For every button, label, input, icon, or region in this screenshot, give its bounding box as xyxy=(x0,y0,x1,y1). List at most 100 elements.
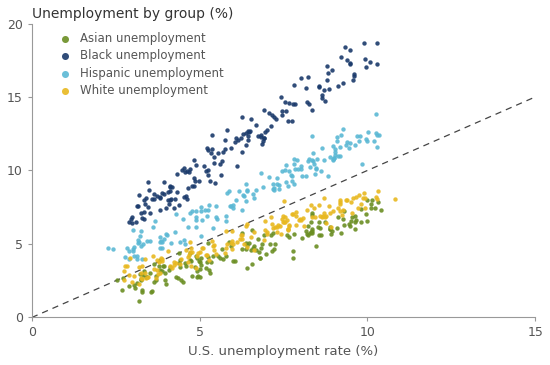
Asian unemployment xyxy=(289,231,298,237)
White unemployment xyxy=(292,208,300,214)
Hispanic unemployment xyxy=(284,169,293,174)
Hispanic unemployment xyxy=(351,142,360,148)
Hispanic unemployment xyxy=(334,153,343,159)
Black unemployment xyxy=(195,178,204,184)
Hispanic unemployment xyxy=(240,193,249,199)
Asian unemployment xyxy=(195,274,204,280)
Hispanic unemployment xyxy=(239,192,248,197)
Hispanic unemployment xyxy=(159,236,168,242)
Asian unemployment xyxy=(346,223,355,229)
Black unemployment xyxy=(256,132,265,138)
Asian unemployment xyxy=(197,255,206,261)
Black unemployment xyxy=(140,209,148,215)
White unemployment xyxy=(336,201,344,207)
Black unemployment xyxy=(163,189,172,195)
Asian unemployment xyxy=(267,232,276,238)
Hispanic unemployment xyxy=(103,245,112,251)
White unemployment xyxy=(130,273,139,278)
White unemployment xyxy=(241,223,250,229)
Asian unemployment xyxy=(304,223,313,229)
White unemployment xyxy=(279,197,288,203)
White unemployment xyxy=(187,263,196,269)
Hispanic unemployment xyxy=(134,237,142,243)
Asian unemployment xyxy=(161,281,170,287)
Asian unemployment xyxy=(113,277,122,283)
Hispanic unemployment xyxy=(272,175,281,181)
Black unemployment xyxy=(155,195,164,200)
White unemployment xyxy=(283,226,292,232)
Black unemployment xyxy=(320,87,329,93)
Black unemployment xyxy=(192,162,201,168)
Asian unemployment xyxy=(350,226,359,232)
Black unemployment xyxy=(169,205,178,211)
White unemployment xyxy=(193,254,202,260)
White unemployment xyxy=(155,270,164,276)
Hispanic unemployment xyxy=(212,203,221,208)
Asian unemployment xyxy=(351,217,360,223)
Hispanic unemployment xyxy=(375,132,383,138)
White unemployment xyxy=(227,228,236,234)
Asian unemployment xyxy=(305,230,314,236)
Hispanic unemployment xyxy=(136,233,145,239)
Black unemployment xyxy=(303,74,312,80)
Black unemployment xyxy=(258,138,267,144)
Asian unemployment xyxy=(302,231,311,237)
Asian unemployment xyxy=(333,215,342,220)
White unemployment xyxy=(185,250,194,256)
Black unemployment xyxy=(147,196,156,201)
Asian unemployment xyxy=(142,274,151,280)
White unemployment xyxy=(271,224,279,230)
White unemployment xyxy=(188,249,196,254)
White unemployment xyxy=(307,214,316,220)
Asian unemployment xyxy=(256,255,265,261)
Hispanic unemployment xyxy=(139,241,148,247)
Black unemployment xyxy=(206,150,215,156)
Asian unemployment xyxy=(289,248,298,254)
White unemployment xyxy=(141,276,150,281)
Hispanic unemployment xyxy=(325,154,334,160)
Black unemployment xyxy=(127,216,136,222)
White unemployment xyxy=(326,224,335,230)
Asian unemployment xyxy=(201,265,210,270)
Asian unemployment xyxy=(146,289,155,295)
Asian unemployment xyxy=(304,232,312,238)
Hispanic unemployment xyxy=(196,204,205,210)
Black unemployment xyxy=(268,112,277,118)
Asian unemployment xyxy=(155,263,164,269)
Asian unemployment xyxy=(308,212,317,218)
Black unemployment xyxy=(219,149,228,155)
Black unemployment xyxy=(241,142,250,148)
Hispanic unemployment xyxy=(229,205,238,211)
Asian unemployment xyxy=(242,246,251,251)
Hispanic unemployment xyxy=(130,244,139,250)
Asian unemployment xyxy=(164,268,173,273)
White unemployment xyxy=(342,197,350,203)
Black unemployment xyxy=(238,149,246,155)
White unemployment xyxy=(156,255,165,261)
Hispanic unemployment xyxy=(268,181,277,187)
White unemployment xyxy=(210,242,218,248)
Hispanic unemployment xyxy=(310,172,319,177)
Black unemployment xyxy=(317,92,326,98)
White unemployment xyxy=(164,249,173,254)
Hispanic unemployment xyxy=(221,214,230,219)
White unemployment xyxy=(184,260,192,265)
Black unemployment xyxy=(223,127,232,133)
Black unemployment xyxy=(172,171,181,177)
Black unemployment xyxy=(158,190,167,196)
Asian unemployment xyxy=(118,287,127,293)
Asian unemployment xyxy=(326,226,335,232)
Black unemployment xyxy=(155,207,164,213)
Asian unemployment xyxy=(347,214,356,220)
Black unemployment xyxy=(190,175,199,181)
White unemployment xyxy=(318,213,327,219)
White unemployment xyxy=(280,219,289,224)
Asian unemployment xyxy=(203,259,212,265)
White unemployment xyxy=(284,226,293,232)
Black unemployment xyxy=(214,150,223,156)
White unemployment xyxy=(300,223,309,228)
Asian unemployment xyxy=(247,227,256,233)
White unemployment xyxy=(166,264,175,269)
Hispanic unemployment xyxy=(274,182,283,188)
Asian unemployment xyxy=(288,255,297,261)
